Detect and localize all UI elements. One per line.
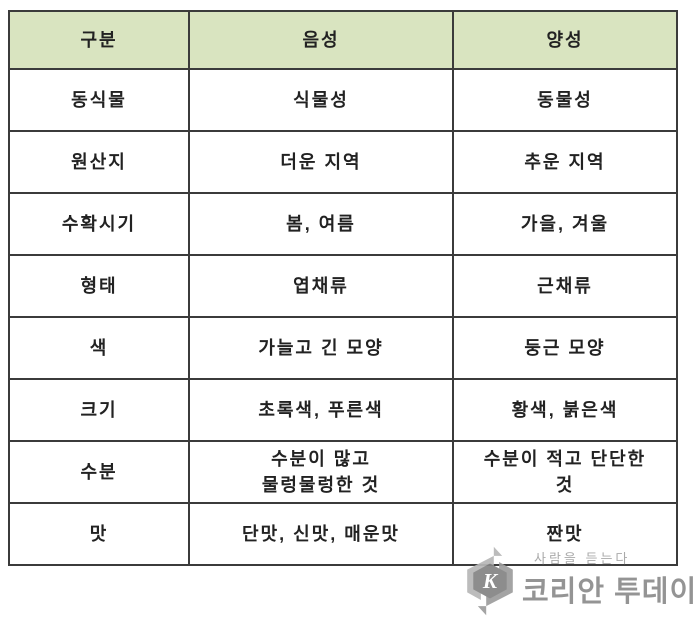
column-header-negative: 음성 (188, 10, 454, 70)
row-label-cell: 수확시기 (8, 192, 190, 256)
positive-cell: 추운 지역 (452, 130, 678, 194)
table-row: 맛 단맛, 신맛, 매운맛 짠맛 (8, 502, 678, 566)
positive-cell: 동물성 (452, 68, 678, 132)
row-label-cell: 동식물 (8, 68, 190, 132)
row-label-cell: 수분 (8, 440, 190, 504)
row-label-cell: 맛 (8, 502, 190, 566)
negative-cell: 봄, 여름 (188, 192, 454, 256)
row-label-cell: 색 (8, 316, 190, 380)
negative-cell: 수분이 많고 물렁물렁한 것 (188, 440, 454, 504)
negative-cell: 더운 지역 (188, 130, 454, 194)
table-row: 크기 초록색, 푸른색 황색, 붉은색 (8, 378, 678, 442)
negative-cell: 초록색, 푸른색 (188, 378, 454, 442)
negative-cell: 엽채류 (188, 254, 454, 318)
positive-cell: 수분이 적고 단단한 것 (452, 440, 678, 504)
table-row: 색 가늘고 긴 모양 둥근 모양 (8, 316, 678, 380)
table-row: 수확시기 봄, 여름 가을, 겨울 (8, 192, 678, 256)
row-label-cell: 크기 (8, 378, 190, 442)
row-label-cell: 형태 (8, 254, 190, 318)
positive-cell: 근채류 (452, 254, 678, 318)
table-row: 형태 엽채류 근채류 (8, 254, 678, 318)
positive-cell: 가을, 겨울 (452, 192, 678, 256)
negative-cell: 가늘고 긴 모양 (188, 316, 454, 380)
logo-letter: K (482, 569, 499, 593)
positive-cell: 둥근 모양 (452, 316, 678, 380)
yin-yang-food-table: 구분 음성 양성 동식물 식물성 동물성 원산지 더운 지역 추운 지역 수확시… (8, 10, 678, 566)
positive-cell: 짠맛 (452, 502, 678, 566)
row-label-cell: 원산지 (8, 130, 190, 194)
table-row: 원산지 더운 지역 추운 지역 (8, 130, 678, 194)
column-header-category: 구분 (8, 10, 190, 70)
table-row: 수분 수분이 많고 물렁물렁한 것 수분이 적고 단단한 것 (8, 440, 678, 504)
table-row: 동식물 식물성 동물성 (8, 68, 678, 132)
positive-cell: 황색, 붉은색 (452, 378, 678, 442)
table-header-row: 구분 음성 양성 (8, 10, 678, 70)
watermark-brand: 코리안 투데이 (522, 576, 698, 608)
column-header-positive: 양성 (452, 10, 678, 70)
negative-cell: 식물성 (188, 68, 454, 132)
negative-cell: 단맛, 신맛, 매운맛 (188, 502, 454, 566)
